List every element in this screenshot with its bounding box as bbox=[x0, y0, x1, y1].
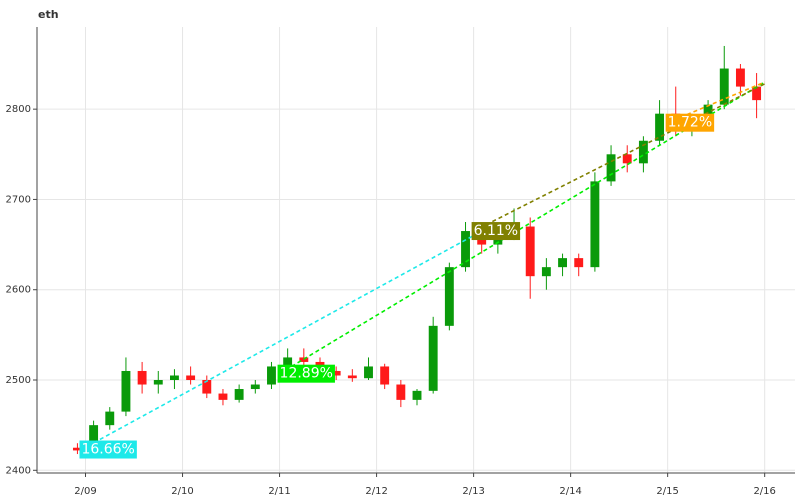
trend-label: 1.72% bbox=[668, 115, 712, 131]
trend-label: 12.89% bbox=[280, 366, 333, 382]
candle-body bbox=[267, 366, 276, 385]
y-tick-label: 2700 bbox=[6, 194, 31, 205]
candle-body bbox=[121, 370, 131, 412]
candle-body bbox=[719, 68, 729, 105]
y-tick-label: 2600 bbox=[6, 285, 31, 296]
candle-body bbox=[412, 390, 422, 400]
candle-body bbox=[380, 366, 390, 385]
candle-body bbox=[752, 86, 762, 101]
candle-body bbox=[396, 384, 406, 400]
candle-body bbox=[218, 393, 228, 400]
x-tick-label: 2/13 bbox=[462, 486, 484, 497]
trend-label-bg bbox=[665, 113, 715, 132]
x-tick-label: 2/10 bbox=[171, 486, 193, 497]
candle-body bbox=[703, 104, 713, 119]
y-tick-label: 2500 bbox=[6, 375, 31, 386]
x-tick-label: 2/16 bbox=[753, 486, 775, 497]
candle-body bbox=[444, 267, 454, 326]
x-tick-label: 2/12 bbox=[365, 486, 387, 497]
y-tick-label: 2800 bbox=[6, 104, 31, 115]
candle-body bbox=[558, 258, 567, 268]
candle-body bbox=[655, 113, 665, 141]
candle-body bbox=[638, 140, 648, 164]
candle-body bbox=[606, 154, 616, 182]
x-tick-label: 2/11 bbox=[268, 486, 290, 497]
candle-body bbox=[331, 370, 341, 376]
candle-body bbox=[428, 325, 438, 391]
candle-body bbox=[525, 226, 535, 277]
trend-label-bg bbox=[79, 440, 137, 459]
trend-label-bg bbox=[277, 364, 335, 383]
trend-label-bg bbox=[471, 222, 521, 241]
candle-body bbox=[72, 447, 82, 451]
candle-body bbox=[137, 370, 147, 385]
candle-body bbox=[574, 258, 584, 268]
candle-body bbox=[186, 375, 196, 381]
chart-title: eth bbox=[38, 8, 59, 21]
candle-body bbox=[250, 384, 260, 390]
candle-body bbox=[299, 357, 309, 362]
x-tick-label: 2/15 bbox=[656, 486, 678, 497]
candle-body bbox=[202, 380, 212, 394]
candle-body bbox=[541, 267, 551, 277]
trend-line bbox=[81, 234, 474, 451]
candle-body bbox=[590, 181, 600, 268]
candle-body bbox=[461, 231, 470, 268]
candle-body bbox=[364, 366, 373, 379]
candle-body bbox=[622, 154, 632, 164]
x-tick-label: 2/14 bbox=[559, 486, 581, 497]
candle-body bbox=[89, 425, 99, 451]
trend-label: 16.66% bbox=[81, 442, 134, 458]
candle-body bbox=[234, 389, 244, 400]
candle-body bbox=[170, 375, 179, 381]
candle-body bbox=[735, 68, 745, 87]
candle-body bbox=[283, 357, 293, 367]
y-tick-label: 2400 bbox=[6, 465, 31, 476]
trend-label: 6.11% bbox=[474, 223, 518, 239]
candle-body bbox=[153, 380, 163, 385]
x-tick-label: 2/09 bbox=[74, 486, 96, 497]
candle-body bbox=[493, 235, 503, 245]
trend-line bbox=[473, 83, 766, 232]
candle-body bbox=[347, 375, 357, 379]
candle-body bbox=[105, 411, 115, 426]
